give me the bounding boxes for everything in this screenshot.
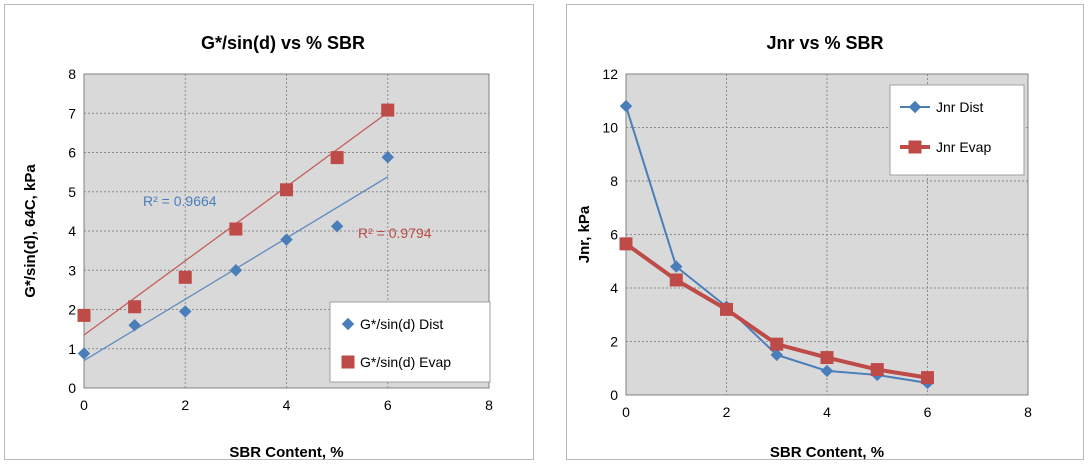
r-squared-label-1: R² = 0.9794 (358, 225, 432, 241)
data-point-1-2 (178, 270, 192, 284)
x-tick-label: 6 (924, 404, 932, 420)
chart-panel-jnr: 0 2 4 6 8 0 2 4 6 8 10 12 Jnr vs % SBR SBR Content, %… (566, 4, 1084, 461)
legend-label-1: G*/sin(d) Evap (360, 354, 451, 370)
data-point-0-4 (820, 364, 834, 378)
legend-label-0: Jnr Dist (936, 99, 984, 115)
x-tick-label: 0 (80, 397, 88, 413)
data-point-0-4 (280, 233, 293, 246)
data-point-1-1 (669, 273, 683, 287)
legend-marker-1 (341, 355, 355, 369)
data-point-0-5 (330, 220, 344, 233)
y-tick-label: 5 (68, 184, 76, 200)
data-point-0-0 (77, 347, 91, 360)
x-tick-label: 4 (283, 397, 291, 413)
legend-box (329, 301, 491, 383)
chart-panel-gsind: 0 2 4 6 8 0 1 2 3 4 5 6 7 8 G*/sin(d) vs % SBR SBR Cont… (4, 4, 534, 461)
y-tick-label: 0 (610, 387, 618, 403)
data-point-1-5 (330, 151, 344, 165)
x-tick-label: 2 (723, 404, 731, 420)
x-tick-label: 0 (622, 404, 630, 420)
chart-title: Jnr vs % SBR (766, 33, 883, 53)
data-point-1-0 (77, 308, 91, 322)
y-tick-label: 8 (610, 173, 618, 189)
x-tick-label: 8 (485, 397, 493, 413)
chart-title: G*/sin(d) vs % SBR (201, 33, 365, 53)
data-point-0-1 (670, 260, 683, 273)
legend-marker-0 (908, 100, 922, 114)
y-tick-label: 2 (610, 334, 618, 350)
x-tick-label: 2 (181, 397, 189, 413)
data-point-0-0 (619, 99, 633, 113)
legend-label-1: Jnr Evap (936, 139, 991, 155)
x-axis-title: SBR Content, % (229, 444, 343, 461)
x-tick-label: 4 (823, 404, 831, 420)
data-point-1-1 (128, 300, 142, 314)
r-squared-label-0: R² = 0.9664 (143, 193, 217, 209)
y-tick-label: 4 (610, 280, 618, 296)
y-tick-label: 2 (68, 302, 76, 318)
data-point-0-3 (770, 348, 783, 362)
data-point-0-1 (128, 318, 141, 332)
data-point-1-2 (720, 302, 733, 316)
data-point-0-2 (179, 305, 192, 318)
x-tick-label: 8 (1024, 404, 1032, 420)
data-point-1-4 (280, 183, 293, 197)
legend-marker-1 (908, 140, 922, 154)
y-tick-label: 12 (602, 66, 618, 82)
y-tick-label: 1 (68, 341, 76, 357)
y-tick-label: 4 (68, 223, 76, 239)
data-point-1-5 (870, 363, 884, 377)
y-axis-title: Jnr, kPa (576, 205, 593, 263)
y-tick-label: 10 (602, 120, 618, 136)
y-tick-label: 3 (68, 262, 76, 278)
x-axis-title: SBR Content, % (770, 444, 884, 461)
legend-box (889, 84, 1025, 176)
data-point-0-6 (381, 151, 394, 164)
x-tick-label: 6 (384, 397, 392, 413)
data-point-1-0 (619, 237, 633, 251)
data-point-1-4 (820, 351, 834, 365)
y-tick-label: 7 (68, 105, 76, 121)
data-point-1-6 (921, 371, 934, 385)
data-point-1-6 (381, 103, 395, 117)
data-point-0-3 (229, 264, 243, 277)
legend-marker-0 (341, 317, 355, 331)
y-tick-label: 0 (68, 380, 76, 396)
chart-jnr: 0 2 4 6 8 0 2 4 6 8 10 12 Jnr vs % SBR SBR Content, %… (576, 33, 1032, 461)
y-tick-label: 6 (68, 145, 76, 161)
y-tick-label: 6 (610, 227, 618, 243)
data-point-1-3 (770, 337, 784, 351)
legend-label-0: G*/sin(d) Dist (360, 316, 443, 332)
data-point-1-3 (229, 222, 243, 236)
y-tick-label: 8 (68, 66, 76, 82)
chart-gsind: 0 2 4 6 8 0 1 2 3 4 5 6 7 8 G*/sin(d) vs % SBR SBR Cont… (22, 33, 493, 461)
y-axis-title: G*/sin(d), 64C, kPa (22, 164, 39, 298)
